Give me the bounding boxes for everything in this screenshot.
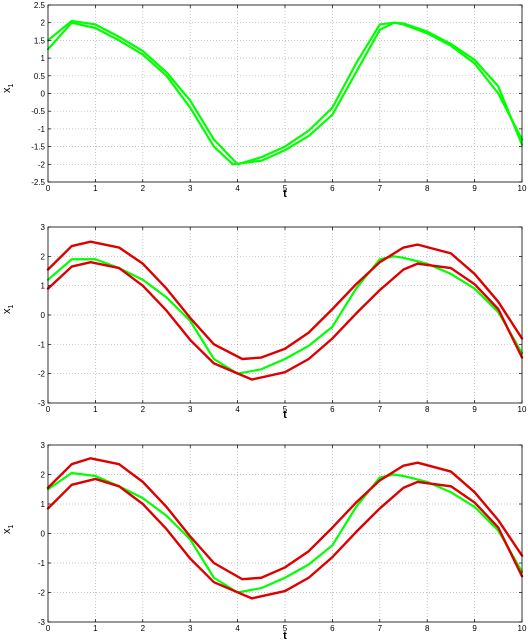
y-tick-label: 3	[41, 441, 46, 450]
y-tick-label: 0	[41, 530, 46, 539]
x-tick-label: 7	[378, 405, 383, 414]
y-axis-label-3-sub: 1	[8, 525, 15, 529]
series-line-3-2	[46, 457, 524, 581]
series-line-2-2	[46, 240, 524, 361]
series-line-1-2	[46, 19, 524, 166]
y-tick-label: 1	[41, 500, 46, 509]
y-tick-label: -3	[38, 618, 46, 627]
y-tick-label: -2	[38, 370, 46, 379]
x-tick-label: 6	[330, 184, 335, 193]
y-axis-label-3-main: x	[1, 528, 13, 534]
x-tick-label: 0	[46, 184, 51, 193]
x-tick-label: 0	[46, 405, 51, 414]
y-tick-label: -1	[38, 125, 46, 134]
x-tick-label: 3	[188, 405, 193, 414]
x-tick-label: 8	[425, 624, 430, 633]
y-tick-label: 0	[41, 90, 46, 99]
y-tick-label: 1.5	[34, 36, 46, 45]
x-tick-label: 6	[330, 624, 335, 633]
y-tick-label: 0	[41, 311, 46, 320]
x-tick-label: 9	[472, 624, 477, 633]
x-tick-label: 4	[235, 624, 240, 633]
x-tick-label: 7	[378, 624, 383, 633]
x-tick-label: 5	[283, 624, 288, 633]
y-tick-label: 2.5	[34, 1, 46, 10]
x-tick-label: 9	[472, 184, 477, 193]
x-tick-label: 1	[93, 405, 98, 414]
x-tick-label: 2	[141, 624, 146, 633]
y-tick-label: -2	[38, 589, 46, 598]
x-tick-label: 8	[425, 184, 430, 193]
x-tick-label: 10	[518, 624, 527, 633]
x-tick-label: 7	[378, 184, 383, 193]
x-tick-label: 10	[518, 184, 527, 193]
x-tick-label: 2	[141, 405, 146, 414]
x-tick-label: 3	[188, 184, 193, 193]
x-tick-label: 0	[46, 624, 51, 633]
series-line-2-1	[46, 255, 524, 375]
y-tick-label: 1	[41, 282, 46, 291]
y-tick-label: -1.5	[31, 143, 45, 152]
series-line-3-1	[46, 471, 524, 594]
x-tick-label: 10	[518, 405, 527, 414]
y-axis-label-1-sub: 1	[8, 84, 15, 88]
x-axis-label-1: t	[283, 188, 287, 200]
x-tick-label: 5	[283, 184, 288, 193]
x-tick-label: 9	[472, 405, 477, 414]
y-tick-label: 3	[41, 223, 46, 232]
x-tick-label: 1	[93, 624, 98, 633]
x-tick-label: 8	[425, 405, 430, 414]
x-axis-label-3: t	[283, 630, 287, 642]
x-tick-label: 2	[141, 184, 146, 193]
y-axis-label-1: x1	[1, 84, 15, 94]
y-axis-label-1-main: x	[1, 87, 13, 93]
series-line-2-3	[46, 261, 524, 381]
y-axis-label-2-main: x	[1, 308, 13, 314]
y-tick-label: -3	[38, 399, 46, 408]
y-tick-label: -1	[38, 559, 46, 568]
y-tick-label: 2	[41, 471, 46, 480]
x-tick-label: 6	[330, 405, 335, 414]
y-tick-label: -2	[38, 160, 46, 169]
y-tick-label: 0.5	[34, 72, 46, 81]
y-axis-label-3: x1	[1, 525, 15, 535]
x-tick-label: 1	[93, 184, 98, 193]
y-tick-label: -0.5	[31, 107, 45, 116]
x-tick-label: 5	[283, 405, 288, 414]
series-line-1-1	[46, 21, 524, 166]
y-tick-label: 2	[41, 19, 46, 28]
y-tick-label: 2	[41, 252, 46, 261]
y-axis-label-2-sub: 1	[8, 305, 15, 309]
y-tick-label: 1	[41, 54, 46, 63]
x-tick-label: 4	[235, 184, 240, 193]
subplot-1: x1 t 0 1 2 3 4 5 6 7 8 9 10-2.5-2-1.5-1-0.500.511.…	[1, 1, 527, 200]
y-tick-label: -1	[38, 340, 46, 349]
y-tick-label: -2.5	[31, 178, 45, 187]
x-axis-label-2: t	[283, 409, 287, 421]
x-tick-label: 3	[188, 624, 193, 633]
series-line-3-3	[46, 477, 524, 600]
y-axis-label-2: x1	[1, 305, 15, 315]
x-tick-label: 4	[235, 405, 240, 414]
